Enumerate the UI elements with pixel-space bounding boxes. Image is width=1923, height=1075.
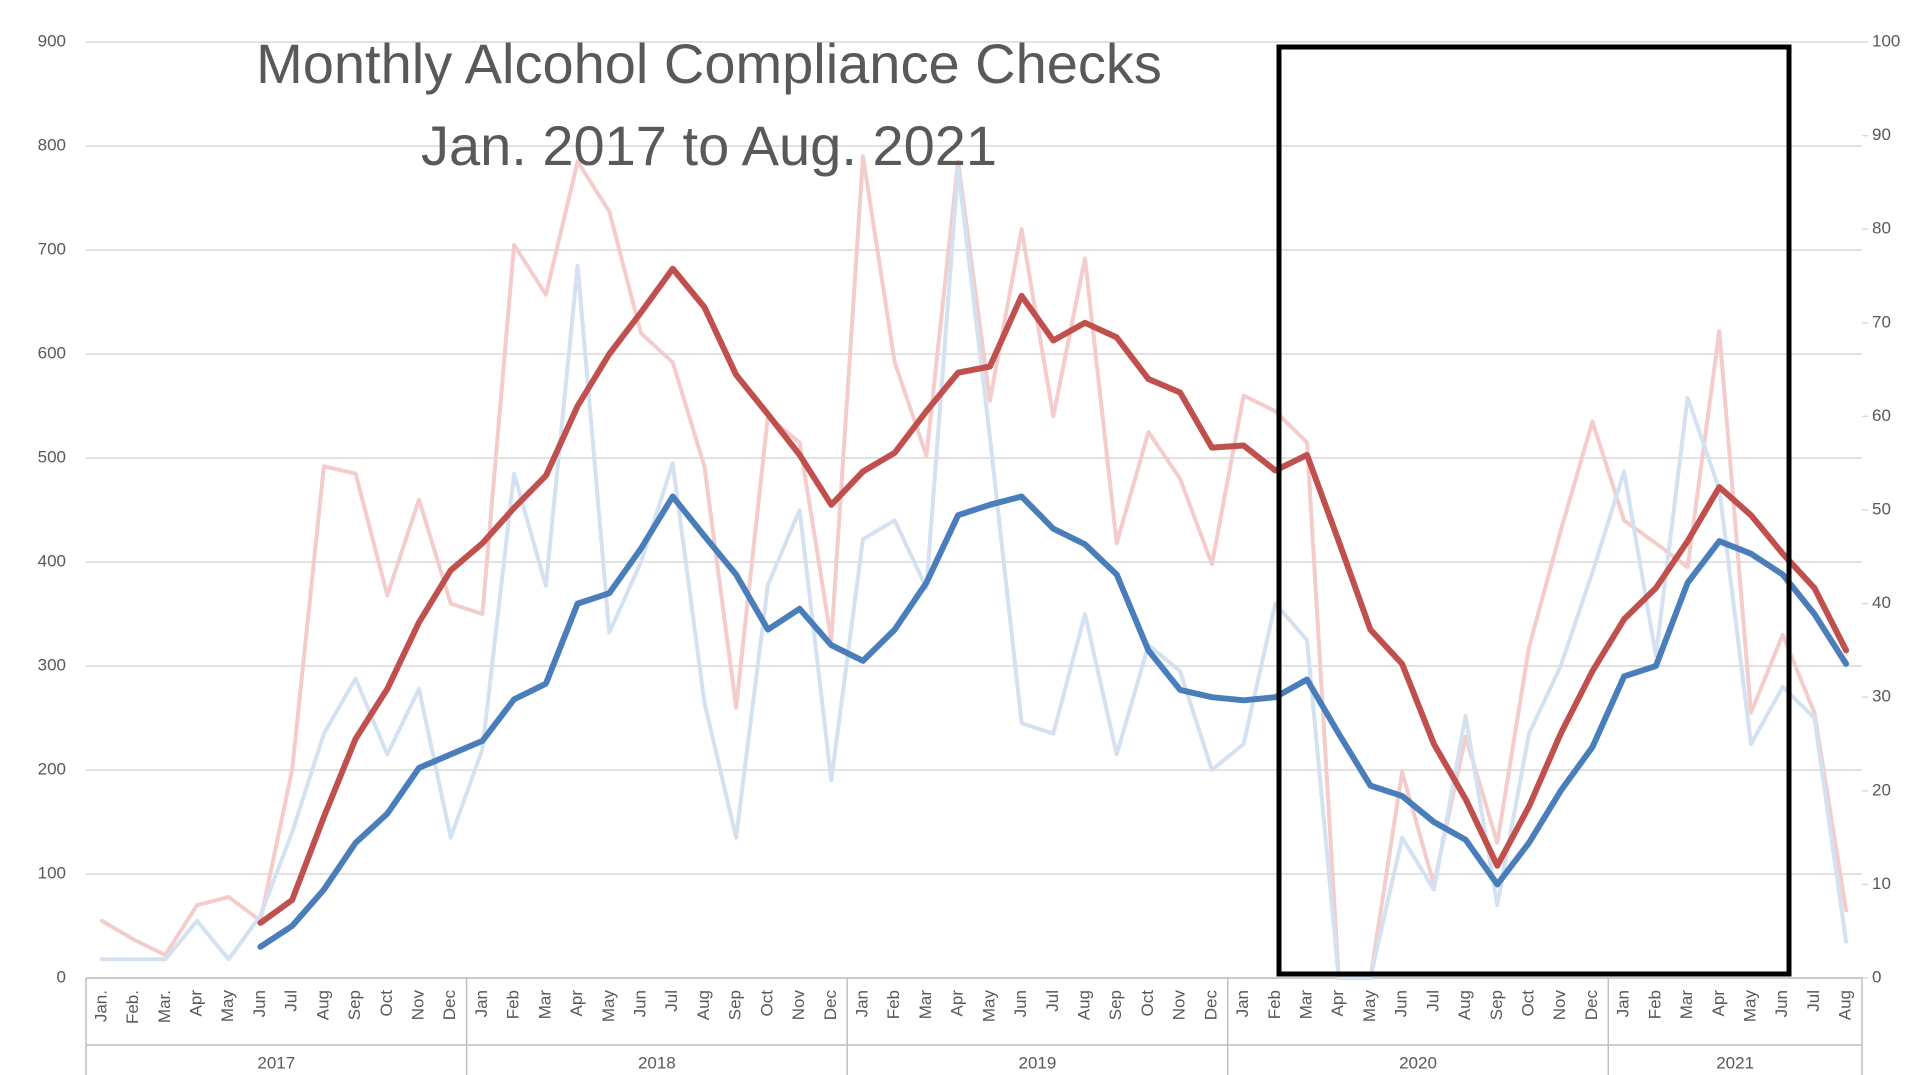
- x-tick-label: Aug: [1455, 990, 1474, 1020]
- x-tick-label: Jul: [1043, 990, 1062, 1012]
- y-tick-label: 800: [38, 135, 66, 154]
- y2-tick-label: 10: [1872, 874, 1891, 893]
- x-tick-label: Feb.: [123, 990, 142, 1024]
- x-tick-label: Apr: [1328, 990, 1347, 1017]
- x-tick-label: Jan: [852, 990, 871, 1017]
- x-tick-label: Dec: [440, 990, 459, 1021]
- y2-tick-label: 30: [1872, 687, 1891, 706]
- x-tick-label: Oct: [757, 990, 776, 1017]
- x-tick-label: Apr: [186, 990, 205, 1017]
- x-tick-label: Mar: [916, 990, 935, 1020]
- y2-tick-label: 50: [1872, 499, 1891, 518]
- series-line: [257, 493, 1850, 950]
- chart-title: Monthly Alcohol Compliance Checks: [256, 32, 1162, 95]
- x-tick-label: Jun: [630, 990, 649, 1017]
- x-tick-label: Jun: [1392, 990, 1411, 1017]
- x-tick-label: Mar: [1296, 990, 1315, 1020]
- y-tick-label: 200: [38, 759, 66, 778]
- x-tick-label: Aug: [694, 990, 713, 1020]
- x-tick-label: May: [218, 990, 237, 1023]
- y-tick-label: 100: [38, 863, 66, 882]
- x-tick-label: Feb: [1645, 990, 1664, 1019]
- x-tick-label: Mar.: [155, 990, 174, 1023]
- x-tick-label: Feb: [1265, 990, 1284, 1019]
- y2-tick-label: 60: [1872, 406, 1891, 425]
- y-tick-label: 400: [38, 551, 66, 570]
- year-label: 2019: [1019, 1053, 1057, 1072]
- y-tick-label: 600: [38, 343, 66, 362]
- year-label: 2020: [1399, 1053, 1437, 1072]
- x-tick-label: Jul: [1423, 990, 1442, 1012]
- x-tick-label: Nov: [789, 990, 808, 1021]
- y-tick-label: 300: [38, 655, 66, 674]
- x-tick-label: Oct: [1138, 990, 1157, 1017]
- y2-tick-label: 70: [1872, 312, 1891, 331]
- x-tick-label: Aug: [1836, 990, 1855, 1020]
- chart-subtitle: Jan. 2017 to Aug. 2021: [421, 114, 997, 177]
- x-tick-label: Jun: [250, 990, 269, 1017]
- x-tick-label: Mar: [535, 990, 554, 1020]
- y-tick-label: 700: [38, 239, 66, 258]
- x-tick-label: Feb: [884, 990, 903, 1019]
- x-tick-label: Jul: [282, 990, 301, 1012]
- x-tick-label: Jul: [662, 990, 681, 1012]
- x-tick-label: Mar: [1677, 990, 1696, 1020]
- year-label: 2018: [638, 1053, 676, 1072]
- x-tick-label: Jun: [1772, 990, 1791, 1017]
- x-tick-label: Dec: [1201, 990, 1220, 1021]
- series-line: [99, 166, 1849, 980]
- x-tick-label: Jul: [1804, 990, 1823, 1012]
- x-tick-label: Dec: [1582, 990, 1601, 1021]
- x-tick-label: Apr: [948, 990, 967, 1017]
- x-tick-label: Jan: [472, 990, 491, 1017]
- x-tick-label: Feb: [504, 990, 523, 1019]
- y2-tick-label: 80: [1872, 219, 1891, 238]
- highlight-box: [1276, 44, 1792, 977]
- x-tick-label: May: [599, 990, 618, 1023]
- x-tick-label: Dec: [821, 990, 840, 1021]
- x-tick-label: Jan: [1233, 990, 1252, 1017]
- series-line: [99, 154, 1849, 980]
- plot-area: [99, 154, 1850, 980]
- series-line: [257, 265, 1850, 926]
- y-tick-label: 0: [57, 967, 66, 986]
- y-tick-label: 500: [38, 447, 66, 466]
- x-tick-label: Apr: [1709, 990, 1728, 1017]
- x-tick-label: Apr: [567, 990, 586, 1017]
- y2-tick-label: 0: [1872, 967, 1881, 986]
- x-tick-label: Nov: [1550, 990, 1569, 1021]
- y2-tick-label: 90: [1872, 125, 1891, 144]
- x-tick-label: Nov: [408, 990, 427, 1021]
- x-tick-label: Aug: [1074, 990, 1093, 1020]
- year-label: 2017: [257, 1053, 295, 1072]
- x-tick-label: Aug: [313, 990, 332, 1020]
- x-tick-label: Jun: [1011, 990, 1030, 1017]
- x-tick-label: Sep: [726, 990, 745, 1020]
- x-tick-label: Oct: [1518, 990, 1537, 1017]
- y2-tick-label: 20: [1872, 780, 1891, 799]
- x-tick-label: Jan.: [91, 990, 110, 1022]
- x-tick-label: Sep: [1487, 990, 1506, 1020]
- y2-tick-label: 100: [1872, 31, 1900, 50]
- y-tick-label: 900: [38, 31, 66, 50]
- grid: [86, 41, 1868, 979]
- y2-tick-label: 40: [1872, 593, 1891, 612]
- year-label: 2021: [1716, 1053, 1754, 1072]
- x-tick-label: May: [1360, 990, 1379, 1023]
- x-tick-label: May: [1740, 990, 1759, 1023]
- x-tick-label: Sep: [345, 990, 364, 1020]
- x-tick-label: May: [979, 990, 998, 1023]
- x-tick-label: Sep: [1106, 990, 1125, 1020]
- x-tick-label: Oct: [377, 990, 396, 1017]
- x-tick-label: Jan: [1614, 990, 1633, 1017]
- x-tick-label: Nov: [1170, 990, 1189, 1021]
